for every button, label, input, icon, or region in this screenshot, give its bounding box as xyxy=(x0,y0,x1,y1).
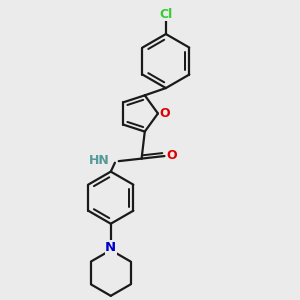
Text: Cl: Cl xyxy=(159,8,172,21)
Text: O: O xyxy=(166,149,177,162)
Text: N: N xyxy=(105,241,116,254)
Text: O: O xyxy=(160,107,170,120)
Text: HN: HN xyxy=(89,154,110,167)
